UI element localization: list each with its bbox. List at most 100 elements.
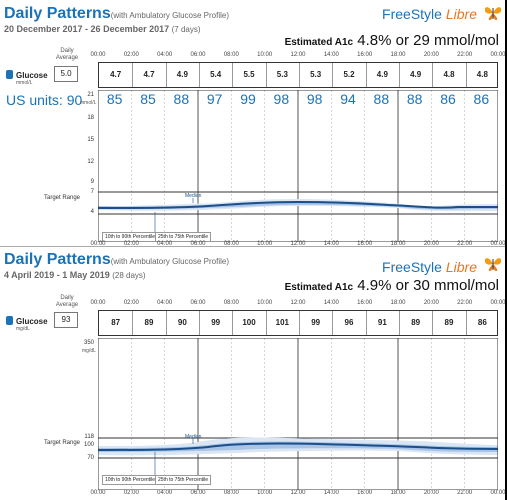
column-divider [232,311,234,335]
hourly-average: 5.3 [276,70,288,79]
us-unit-value: 85 [106,91,123,107]
us-units-label: US units: 90 [6,92,83,108]
time-tick: 00:00 [490,241,506,247]
hourly-average: 4.7 [143,70,155,79]
target-range-label: Target Range [44,195,81,201]
y-tick: 100 [83,442,94,448]
column-divider [332,311,334,335]
column-divider [365,311,367,335]
agp-chart-2019 [98,338,498,490]
glucose-label: Glucose mg/dL [6,316,48,332]
hourly-average: 99 [311,318,321,327]
date-range: 20 December 2017 - 26 December 2017 (7 d… [4,24,201,34]
column-divider [432,311,434,335]
column-divider [465,311,467,335]
target-range-label: Target Range [44,440,81,446]
time-tick: 06:00 [190,52,206,58]
hourly-average: 96 [344,318,354,327]
time-tick: 14:00 [323,490,339,496]
time-tick: 04:00 [157,241,173,247]
column-divider [265,63,267,87]
time-axis-top: 00:00 02:00 04:00 06:00 08:00 10:00 12:00 14:00… [90,300,505,310]
column-divider [332,63,334,87]
time-tick: 14:00 [323,241,339,247]
time-tick: 18:00 [390,52,406,58]
date-range: 4 April 2019 - 1 May 2019 (28 days) [4,270,146,280]
time-tick: 10:00 [257,241,273,247]
time-tick: 02:00 [123,52,139,58]
us-unit-value: 88 [173,91,190,107]
hourly-average: 91 [377,318,387,327]
us-unit-value: 86 [440,91,456,107]
freestyle-libre-logo: FreeStyle Libre [382,6,477,22]
median-line [98,200,498,209]
target-top-tick: 118 [84,434,94,440]
hourly-average: 99 [211,318,221,327]
estimated-a1c: Estimated A1c 4.8% or 29 mmol/mol [284,32,499,49]
legend-inner: 25th to 75th Percentile [155,475,212,485]
hourly-average: 4.8 [476,70,488,79]
hourly-average: 100 [242,318,256,327]
y-tick: 21 [87,92,94,98]
column-divider [199,311,200,335]
hourly-average: 89 [144,318,154,327]
sensor-icon [6,70,13,79]
column-divider [432,63,434,87]
time-tick: 06:00 [190,300,206,306]
time-tick: 00:00 [490,52,506,58]
hourly-average: 5.2 [343,70,355,79]
time-tick: 00:00 [90,241,106,247]
us-units-row: 85 85 88 97 99 98 98 94 88 88 86 86 [98,91,498,109]
time-tick: 22:00 [457,300,473,306]
time-tick: 20:00 [423,52,439,58]
time-tick: 00:00 [90,52,106,58]
time-tick: 10:00 [257,52,273,58]
time-tick: 08:00 [223,241,239,247]
us-unit-value: 85 [140,91,156,107]
time-tick: 02:00 [123,241,139,247]
us-unit-value: 88 [373,91,390,107]
time-tick: 18:00 [390,300,406,306]
legend-inner: 25th to 75th Percentile [155,232,212,242]
time-tick: 10:00 [257,300,273,306]
sensor-icon [6,316,13,325]
time-axis-bottom: 00:00 02:00 04:00 06:00 08:00 10:00 12:00 14:00… [90,490,505,498]
time-tick: 02:00 [123,490,139,496]
target-top-tick: 7 [90,189,94,195]
time-tick: 00:00 [490,490,506,496]
hourly-averages-row: 87 89 90 99 100 101 99 96 91 89 89 86 [98,310,498,336]
panel-title: Daily Patterns(with Ambulatory Glucose P… [4,5,229,22]
time-tick: 00:00 [90,300,106,306]
time-tick: 04:00 [157,52,173,58]
median-line [98,442,498,451]
time-tick: 20:00 [423,300,439,306]
us-unit-value: 98 [273,91,290,107]
time-axis-top: 00:00 02:00 04:00 06:00 08:00 10:00 12:00 14:00… [90,52,505,62]
us-unit-value: 97 [206,91,223,107]
y-tick: 9 [90,179,94,185]
hourly-average: 86 [477,318,487,327]
time-tick: 14:00 [323,300,339,306]
time-tick: 22:00 [457,52,473,58]
time-tick: 16:00 [357,300,373,306]
column-divider [265,311,267,335]
legend-outer: 10th to 90th Percentile [102,475,159,485]
time-tick: 12:00 [290,52,306,58]
hourly-average: 90 [177,318,187,327]
panel-title: Daily Patterns(with Ambulatory Glucose P… [4,251,229,268]
y-tick: 18 [87,115,94,121]
column-divider [365,63,367,87]
time-tick: 20:00 [423,241,439,247]
y-unit: mg/dL [82,348,96,354]
column-divider [165,63,167,87]
column-divider [132,63,134,87]
us-unit-value: 94 [340,91,356,107]
column-divider [165,311,167,335]
us-unit-value: 98 [306,91,323,107]
time-tick: 12:00 [290,300,306,306]
us-unit-value: 86 [473,91,490,107]
column-divider [299,311,300,335]
y-tick: 15 [87,137,94,143]
page-edge [505,0,507,500]
time-tick: 08:00 [223,52,239,58]
